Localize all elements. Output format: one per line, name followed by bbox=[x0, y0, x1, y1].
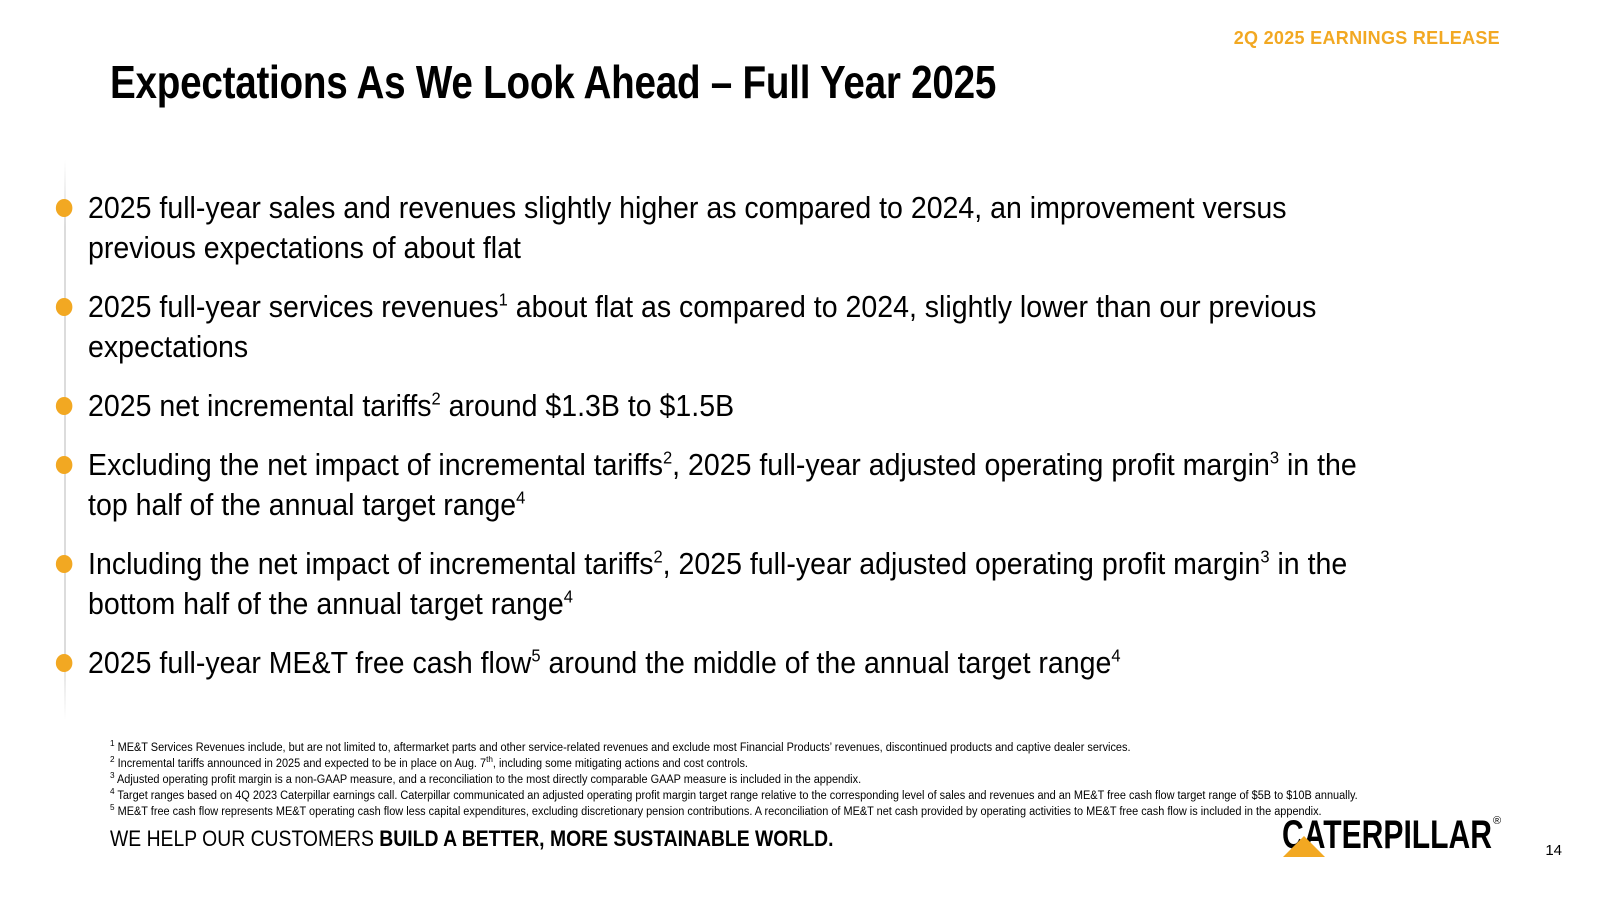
text-run: Adjusted operating profit margin is a no… bbox=[114, 774, 862, 786]
bullet-item: 2025 full-year sales and revenues slight… bbox=[54, 188, 1397, 268]
bullet-item: 2025 net incremental tariffs2 around $1.… bbox=[54, 386, 1397, 426]
bullet-rail bbox=[64, 160, 66, 720]
bullet-item: 2025 full-year services revenues1 about … bbox=[54, 287, 1397, 367]
footnote: 3 Adjusted operating profit margin is a … bbox=[110, 770, 1459, 788]
text-run: Target ranges based on 4Q 2023 Caterpill… bbox=[114, 790, 1358, 802]
page-title: Expectations As We Look Ahead – Full Yea… bbox=[110, 56, 997, 108]
text-run: Including the net impact of incremental … bbox=[88, 546, 654, 581]
superscript-ref: 5 bbox=[531, 645, 541, 666]
superscript-ref: 3 bbox=[1260, 546, 1270, 567]
superscript-ref: 4 bbox=[110, 786, 115, 797]
caterpillar-logo: CATERPILLAR ® bbox=[1282, 813, 1501, 857]
tagline-regular: WE HELP OUR CUSTOMERS bbox=[110, 826, 380, 851]
footnote: 2 Incremental tariffs announced in 2025 … bbox=[110, 754, 1459, 772]
bullet-item: 2025 full-year ME&T free cash flow5 arou… bbox=[54, 643, 1397, 683]
superscript-ref: 3 bbox=[1269, 447, 1280, 468]
text-run: Incremental tariffs announced in 2025 an… bbox=[114, 758, 487, 770]
text-run: Excluding the net impact of incremental … bbox=[88, 447, 663, 482]
bullet-dot-icon bbox=[55, 456, 73, 474]
text-run: around $1.3B to $1.5B bbox=[440, 388, 735, 423]
text-run: 2025 full-year services revenues bbox=[88, 289, 499, 324]
superscript-ref: 3 bbox=[110, 770, 115, 781]
text-run: 2025 full-year sales and revenues slight… bbox=[88, 190, 1287, 265]
text-run: ME&T free cash flow represents ME&T oper… bbox=[114, 806, 1322, 818]
superscript-ref: 4 bbox=[1111, 645, 1121, 666]
text-run: , 2025 full-year adjusted operating prof… bbox=[662, 546, 1261, 581]
superscript-ref: 2 bbox=[431, 388, 441, 409]
text-run: 2025 full-year ME&T free cash flow bbox=[88, 645, 532, 680]
superscript-ref: 1 bbox=[110, 738, 115, 749]
caterpillar-triangle-icon bbox=[1283, 836, 1325, 857]
superscript-ref: 4 bbox=[563, 586, 573, 607]
text-run: ME&T Services Revenues include, but are … bbox=[114, 742, 1131, 754]
tagline-bold: BUILD A BETTER, MORE SUSTAINABLE WORLD. bbox=[379, 826, 834, 851]
text-run: around the middle of the annual target r… bbox=[540, 645, 1112, 680]
superscript-ref: 4 bbox=[516, 487, 526, 508]
text-run: about flat as compared to 2024, slightly… bbox=[88, 289, 1317, 364]
logo-registered-mark: ® bbox=[1493, 815, 1501, 827]
superscript-ref: 1 bbox=[498, 289, 508, 310]
footnote: 5 ME&T free cash flow represents ME&T op… bbox=[110, 802, 1459, 820]
release-label: 2Q 2025 EARNINGS RELEASE bbox=[1233, 28, 1500, 48]
text-run: 2025 net incremental tariffs bbox=[88, 388, 432, 423]
bullet-item: Including the net impact of incremental … bbox=[54, 544, 1397, 624]
bullet-list: 2025 full-year sales and revenues slight… bbox=[54, 188, 1514, 702]
bullet-dot-icon bbox=[55, 199, 73, 217]
superscript-ref: 2 bbox=[653, 546, 663, 567]
footnotes: 1 ME&T Services Revenues include, but ar… bbox=[110, 738, 1530, 820]
footnote: 4 Target ranges based on 4Q 2023 Caterpi… bbox=[110, 786, 1459, 804]
bullet-dot-icon bbox=[55, 654, 73, 672]
bullet-dot-icon bbox=[55, 298, 73, 316]
superscript-ref: 5 bbox=[110, 802, 115, 813]
text-run: , including some mitigating actions and … bbox=[492, 758, 748, 770]
footnote: 1 ME&T Services Revenues include, but ar… bbox=[110, 738, 1459, 756]
superscript-ref: th bbox=[486, 754, 493, 765]
bullet-dot-icon bbox=[55, 555, 73, 573]
bullet-item: Excluding the net impact of incremental … bbox=[54, 445, 1397, 525]
text-run: in the bottom half of the annual target … bbox=[88, 546, 1348, 621]
superscript-ref: 2 bbox=[662, 447, 673, 468]
superscript-ref: 2 bbox=[110, 754, 115, 765]
bullet-dot-icon bbox=[55, 397, 73, 415]
text-run: in the top half of the annual target ran… bbox=[88, 447, 1357, 522]
text-run: , 2025 full-year adjusted operating prof… bbox=[672, 447, 1270, 482]
page-number: 14 bbox=[1545, 842, 1562, 859]
tagline: WE HELP OUR CUSTOMERS BUILD A BETTER, MO… bbox=[110, 826, 834, 852]
